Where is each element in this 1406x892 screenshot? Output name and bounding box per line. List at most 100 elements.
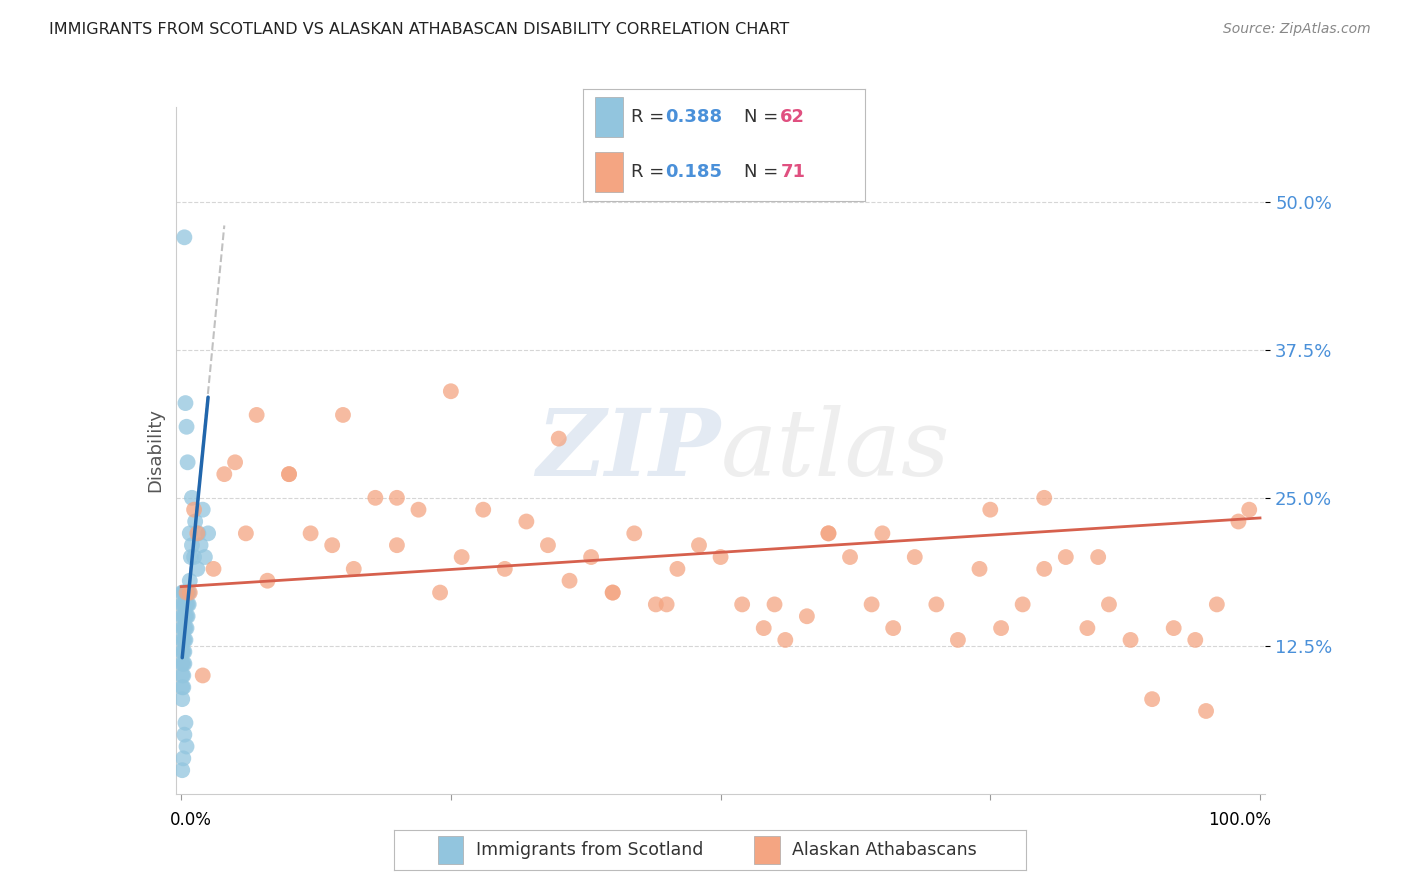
Point — [1119, 632, 1142, 647]
Text: 0.388: 0.388 — [665, 108, 723, 126]
Point — [172, 692, 194, 706]
Bar — [754, 836, 779, 863]
Bar — [595, 97, 623, 137]
Point — [191, 668, 214, 682]
Point — [904, 549, 927, 564]
Point — [817, 526, 839, 541]
Point — [184, 515, 207, 529]
Point — [172, 632, 194, 647]
Point — [172, 585, 194, 599]
Text: R =: R = — [631, 108, 671, 126]
Point — [429, 585, 451, 599]
Point — [332, 408, 354, 422]
Point — [278, 467, 301, 482]
Point — [176, 739, 198, 754]
Point — [321, 538, 343, 552]
Point — [197, 526, 219, 541]
Point — [494, 562, 516, 576]
Point — [174, 632, 197, 647]
Point — [172, 681, 194, 695]
Point — [176, 585, 198, 599]
Point — [256, 574, 278, 588]
Point — [179, 526, 201, 541]
Point — [472, 502, 495, 516]
Point — [181, 538, 204, 552]
Point — [179, 585, 201, 599]
Point — [775, 632, 797, 647]
Point — [173, 728, 195, 742]
Point — [176, 585, 198, 599]
Point — [990, 621, 1012, 635]
Point — [1098, 598, 1121, 612]
Point — [172, 621, 194, 635]
Point — [752, 621, 775, 635]
Point — [176, 585, 198, 599]
Text: IMMIGRANTS FROM SCOTLAND VS ALASKAN ATHABASCAN DISABILITY CORRELATION CHART: IMMIGRANTS FROM SCOTLAND VS ALASKAN ATHA… — [49, 22, 789, 37]
Point — [602, 585, 624, 599]
Point — [173, 645, 195, 659]
Point — [796, 609, 818, 624]
Point — [174, 396, 197, 410]
Point — [177, 598, 200, 612]
Point — [172, 609, 194, 624]
Point — [579, 549, 602, 564]
Point — [872, 526, 894, 541]
Point — [214, 467, 236, 482]
Point — [186, 562, 208, 576]
Point — [1237, 502, 1260, 516]
Text: Immigrants from Scotland: Immigrants from Scotland — [475, 840, 703, 859]
Point — [688, 538, 710, 552]
Point — [172, 751, 194, 765]
Text: ZIP: ZIP — [536, 406, 721, 495]
Point — [173, 609, 195, 624]
Point — [450, 549, 472, 564]
Point — [173, 621, 195, 635]
Point — [602, 585, 624, 599]
Point — [1163, 621, 1185, 635]
Text: 62: 62 — [780, 108, 806, 126]
Point — [179, 574, 201, 588]
Point — [172, 645, 194, 659]
Point — [839, 549, 862, 564]
Text: Alaskan Athabascans: Alaskan Athabascans — [793, 840, 977, 859]
Point — [364, 491, 387, 505]
Text: Source: ZipAtlas.com: Source: ZipAtlas.com — [1223, 22, 1371, 37]
Point — [172, 657, 194, 671]
Point — [515, 515, 537, 529]
Point — [183, 502, 205, 516]
Point — [1227, 515, 1250, 529]
Point — [655, 598, 678, 612]
Point — [172, 585, 194, 599]
Point — [173, 657, 195, 671]
Point — [174, 609, 197, 624]
Point — [191, 502, 214, 516]
Point — [172, 681, 194, 695]
Point — [763, 598, 786, 612]
Point — [1140, 692, 1163, 706]
Point — [537, 538, 560, 552]
Point — [174, 585, 197, 599]
Point — [1205, 598, 1227, 612]
Point — [558, 574, 581, 588]
Text: atlas: atlas — [721, 406, 950, 495]
Point — [186, 526, 208, 541]
Point — [202, 562, 225, 576]
Point — [644, 598, 666, 612]
Point — [173, 632, 195, 647]
Point — [860, 598, 883, 612]
Point — [172, 621, 194, 635]
Point — [176, 598, 198, 612]
Point — [172, 668, 194, 682]
Text: N =: N = — [744, 162, 783, 181]
Point — [172, 598, 194, 612]
Point — [385, 538, 408, 552]
Point — [235, 526, 257, 541]
Point — [1076, 621, 1098, 635]
Text: 0.185: 0.185 — [665, 162, 723, 181]
Point — [183, 549, 205, 564]
Point — [181, 491, 204, 505]
Point — [710, 549, 733, 564]
Point — [946, 632, 969, 647]
Point — [172, 598, 194, 612]
Point — [1087, 549, 1109, 564]
